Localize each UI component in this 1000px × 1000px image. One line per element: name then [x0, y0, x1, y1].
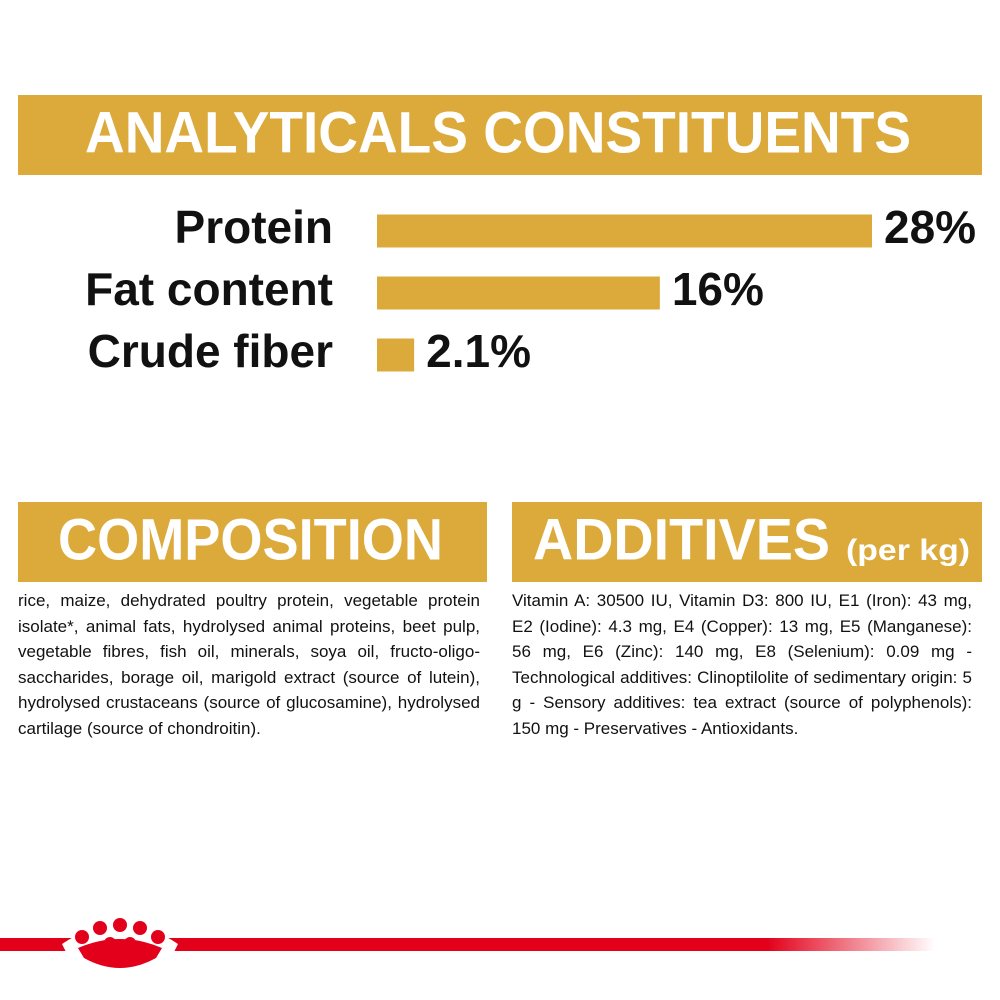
chart-title: ANALYTICALS CONSTITUENTS	[85, 100, 911, 165]
additives-unit: (per kg)	[846, 534, 970, 567]
brand-logo	[62, 918, 178, 975]
composition-banner	[18, 502, 487, 582]
category-label: Protein	[175, 201, 333, 253]
bar	[377, 276, 660, 310]
brand-line	[0, 938, 935, 951]
value-label: 16%	[672, 263, 764, 315]
category-label: Crude fiber	[88, 325, 333, 377]
title-banner	[18, 95, 982, 175]
value-label: 28%	[884, 201, 976, 253]
additives-title: ADDITIVES	[533, 507, 830, 572]
category-label: Fat content	[85, 263, 333, 315]
additives-banner	[512, 502, 982, 582]
composition-text: rice, maize, dehydrated poultry protein,…	[18, 591, 480, 738]
value-label: 2.1%	[426, 325, 531, 377]
bar	[377, 214, 872, 248]
bar	[377, 338, 415, 372]
composition-title: COMPOSITION	[58, 507, 443, 572]
additives-text: Vitamin A: 30500 IU, Vitamin D3: 800 IU,…	[512, 591, 972, 738]
